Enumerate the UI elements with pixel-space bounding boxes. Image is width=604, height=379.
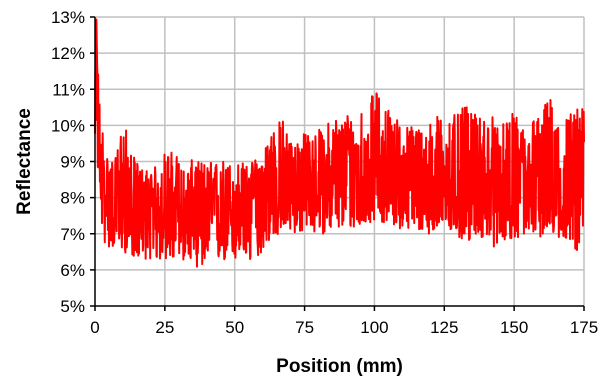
x-tick-label: 75 xyxy=(295,318,314,337)
x-tick-label: 175 xyxy=(570,318,598,337)
x-tick-label: 125 xyxy=(430,318,458,337)
x-tick-label: 0 xyxy=(90,318,99,337)
y-tick-label: 9% xyxy=(60,153,85,172)
y-tick-label: 7% xyxy=(60,225,85,244)
x-axis-title: Position (mm) xyxy=(276,356,403,377)
series-line xyxy=(94,18,585,268)
x-tick-labels: 0 25 50 75 100 125 150 175 xyxy=(90,318,598,337)
x-tick-label: 100 xyxy=(360,318,388,337)
x-tick-label: 25 xyxy=(155,318,174,337)
x-tick-label: 150 xyxy=(500,318,528,337)
series-group xyxy=(94,18,585,268)
y-tick-label: 10% xyxy=(51,116,85,135)
y-tick-label: 13% xyxy=(51,8,85,27)
y-tick-label: 6% xyxy=(60,261,85,280)
y-tick-labels: 5% 6% 7% 8% 9% 10% 11% 12% 13% xyxy=(51,8,85,316)
y-axis-title: Reflectance xyxy=(14,108,35,215)
y-tick-label: 12% xyxy=(51,44,85,63)
y-tick-label: 8% xyxy=(60,189,85,208)
x-tick-label: 50 xyxy=(225,318,244,337)
y-tick-label: 11% xyxy=(52,80,85,99)
axes xyxy=(90,16,585,311)
y-tick-label: 5% xyxy=(60,297,85,316)
